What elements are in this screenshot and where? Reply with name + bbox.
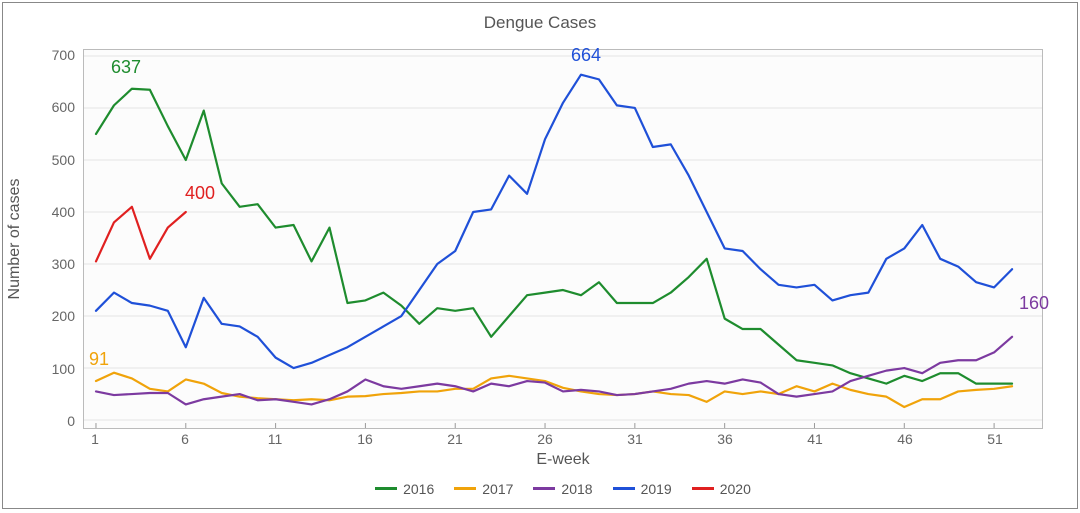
legend-item-label: 2017	[482, 481, 513, 497]
x-tick-label: 16	[357, 431, 373, 447]
x-tick-label: 11	[268, 431, 283, 447]
x-tick-label: 31	[627, 431, 643, 447]
x-tick-label: 21	[447, 431, 463, 447]
legend-item-2020: 2020	[692, 481, 751, 497]
legend-item-2016: 2016	[375, 481, 434, 497]
legend-item-label: 2020	[720, 481, 751, 497]
x-tick-label: 1	[91, 431, 99, 447]
x-tick-label: 41	[807, 431, 823, 447]
legend-swatch-icon	[454, 487, 476, 490]
series-line-2019	[96, 75, 1012, 368]
legend-swatch-icon	[533, 487, 555, 490]
callout-label: 664	[571, 45, 601, 66]
plot-area	[83, 49, 1043, 429]
y-tick-label: 700	[25, 47, 75, 63]
legend-item-label: 2018	[561, 481, 592, 497]
y-tick-label: 300	[25, 256, 75, 272]
y-tick-label: 400	[25, 204, 75, 220]
series-line-2016	[96, 89, 1012, 384]
legend-item-2017: 2017	[454, 481, 513, 497]
legend: 2016 2017 2018 2019 2020	[83, 477, 1043, 497]
y-tick-label: 100	[25, 361, 75, 377]
x-tick-label: 26	[537, 431, 553, 447]
series-line-2017	[96, 373, 1012, 407]
chart-title: Dengue Cases	[3, 13, 1077, 33]
x-tick-label: 36	[717, 431, 733, 447]
y-tick-label: 600	[25, 99, 75, 115]
plot-svg	[84, 50, 1042, 428]
callout-label: 400	[185, 183, 215, 204]
legend-item-label: 2016	[403, 481, 434, 497]
y-tick-label: 0	[25, 413, 75, 429]
y-tick-label: 500	[25, 152, 75, 168]
y-axis-label: Number of cases	[6, 179, 24, 300]
series-line-2020	[96, 207, 186, 262]
legend-swatch-icon	[692, 487, 714, 490]
x-tick-label: 51	[987, 431, 1003, 447]
legend-item-2018: 2018	[533, 481, 592, 497]
x-axis-label: E-week	[83, 451, 1043, 469]
legend-item-label: 2019	[641, 481, 672, 497]
callout-label: 160	[1019, 293, 1049, 314]
callout-label: 91	[89, 349, 109, 370]
legend-item-2019: 2019	[613, 481, 672, 497]
x-tick-label: 46	[897, 431, 913, 447]
chart-frame: Dengue Cases Number of cases E-week 0 100…	[2, 2, 1078, 509]
legend-swatch-icon	[375, 487, 397, 490]
callout-label: 637	[111, 57, 141, 78]
y-tick-label: 200	[25, 308, 75, 324]
x-tick-label: 6	[181, 431, 189, 447]
legend-swatch-icon	[613, 487, 635, 490]
